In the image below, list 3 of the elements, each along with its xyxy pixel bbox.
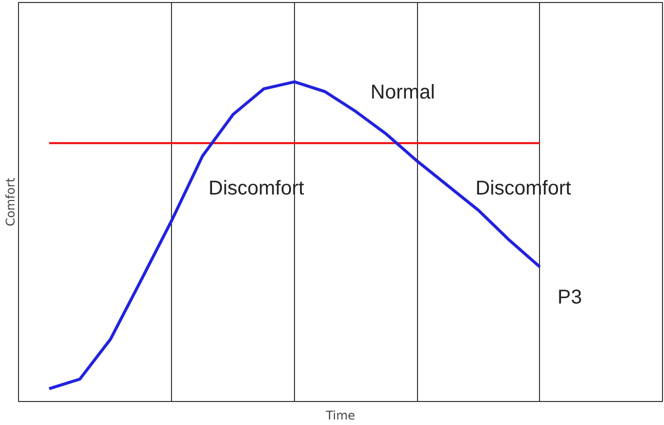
y-axis-title: Comfort <box>4 177 18 226</box>
text: P3 <box>558 286 582 308</box>
x-axis-title: Time <box>324 408 356 422</box>
